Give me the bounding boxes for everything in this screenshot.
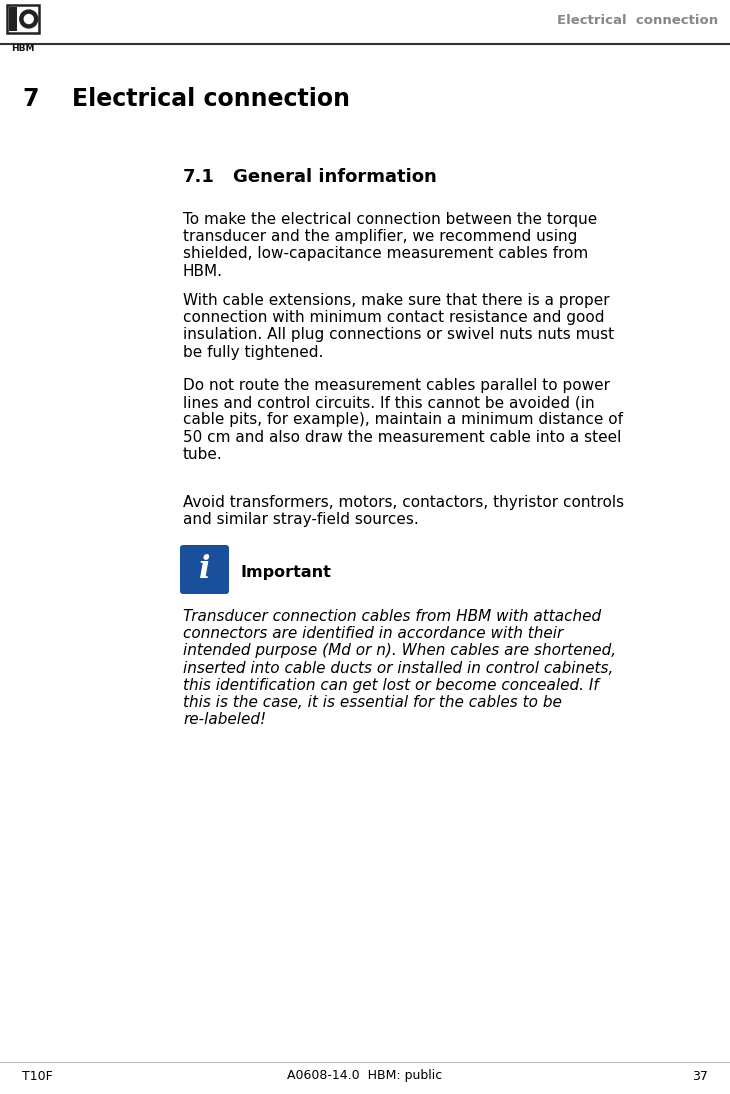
- Text: inserted into cable ducts or installed in control cabinets,: inserted into cable ducts or installed i…: [183, 661, 613, 676]
- Text: intended purpose (Md or n). When cables are shortened,: intended purpose (Md or n). When cables …: [183, 643, 616, 659]
- Text: insulation. All plug connections or swivel nuts nuts must: insulation. All plug connections or swiv…: [183, 327, 614, 342]
- Text: Avoid transformers, motors, contactors, thyristor controls: Avoid transformers, motors, contactors, …: [183, 494, 624, 510]
- Text: 50 cm and also draw the measurement cable into a steel: 50 cm and also draw the measurement cabl…: [183, 430, 621, 444]
- Text: this identification can get lost or become concealed. If: this identification can get lost or beco…: [183, 678, 599, 693]
- Text: HBM.: HBM.: [183, 264, 223, 279]
- Text: be fully tightened.: be fully tightened.: [183, 345, 323, 360]
- Text: shielded, low-capacitance measurement cables from: shielded, low-capacitance measurement ca…: [183, 246, 588, 261]
- Text: re-labeled!: re-labeled!: [183, 712, 266, 728]
- Bar: [7, 5, 39, 33]
- Text: connectors are identified in accordance with their: connectors are identified in accordance …: [183, 626, 564, 641]
- Text: transducer and the amplifier, we recommend using: transducer and the amplifier, we recomme…: [183, 230, 577, 244]
- Text: Electrical  connection: Electrical connection: [557, 13, 718, 26]
- Circle shape: [24, 14, 34, 23]
- Text: connection with minimum contact resistance and good: connection with minimum contact resistan…: [183, 311, 604, 325]
- Text: A0608-14.0  HBM: public: A0608-14.0 HBM: public: [288, 1070, 442, 1082]
- Text: lines and control circuits. If this cannot be avoided (in: lines and control circuits. If this cann…: [183, 395, 595, 410]
- FancyBboxPatch shape: [180, 545, 229, 594]
- Text: HBM: HBM: [11, 44, 35, 53]
- Text: cable pits, for example), maintain a minimum distance of: cable pits, for example), maintain a min…: [183, 412, 623, 428]
- Bar: [9, 7, 17, 31]
- Text: tube.: tube.: [183, 446, 223, 462]
- Text: 7: 7: [22, 88, 39, 110]
- Text: With cable extensions, make sure that there is a proper: With cable extensions, make sure that th…: [183, 293, 610, 309]
- Circle shape: [20, 10, 38, 28]
- Text: General information: General information: [233, 168, 437, 186]
- Text: Transducer connection cables from HBM with attached: Transducer connection cables from HBM wi…: [183, 609, 601, 624]
- Text: Do not route the measurement cables parallel to power: Do not route the measurement cables para…: [183, 379, 610, 393]
- Text: 7.1: 7.1: [183, 168, 215, 186]
- Text: this is the case, it is essential for the cables to be: this is the case, it is essential for th…: [183, 695, 562, 710]
- Text: 37: 37: [692, 1070, 708, 1082]
- Text: Important: Important: [240, 566, 331, 581]
- Text: T10F: T10F: [22, 1070, 53, 1082]
- Text: To make the electrical connection between the torque: To make the electrical connection betwee…: [183, 212, 597, 226]
- Text: and similar stray-field sources.: and similar stray-field sources.: [183, 512, 419, 527]
- Text: Electrical connection: Electrical connection: [72, 88, 350, 110]
- Text: i: i: [199, 554, 210, 585]
